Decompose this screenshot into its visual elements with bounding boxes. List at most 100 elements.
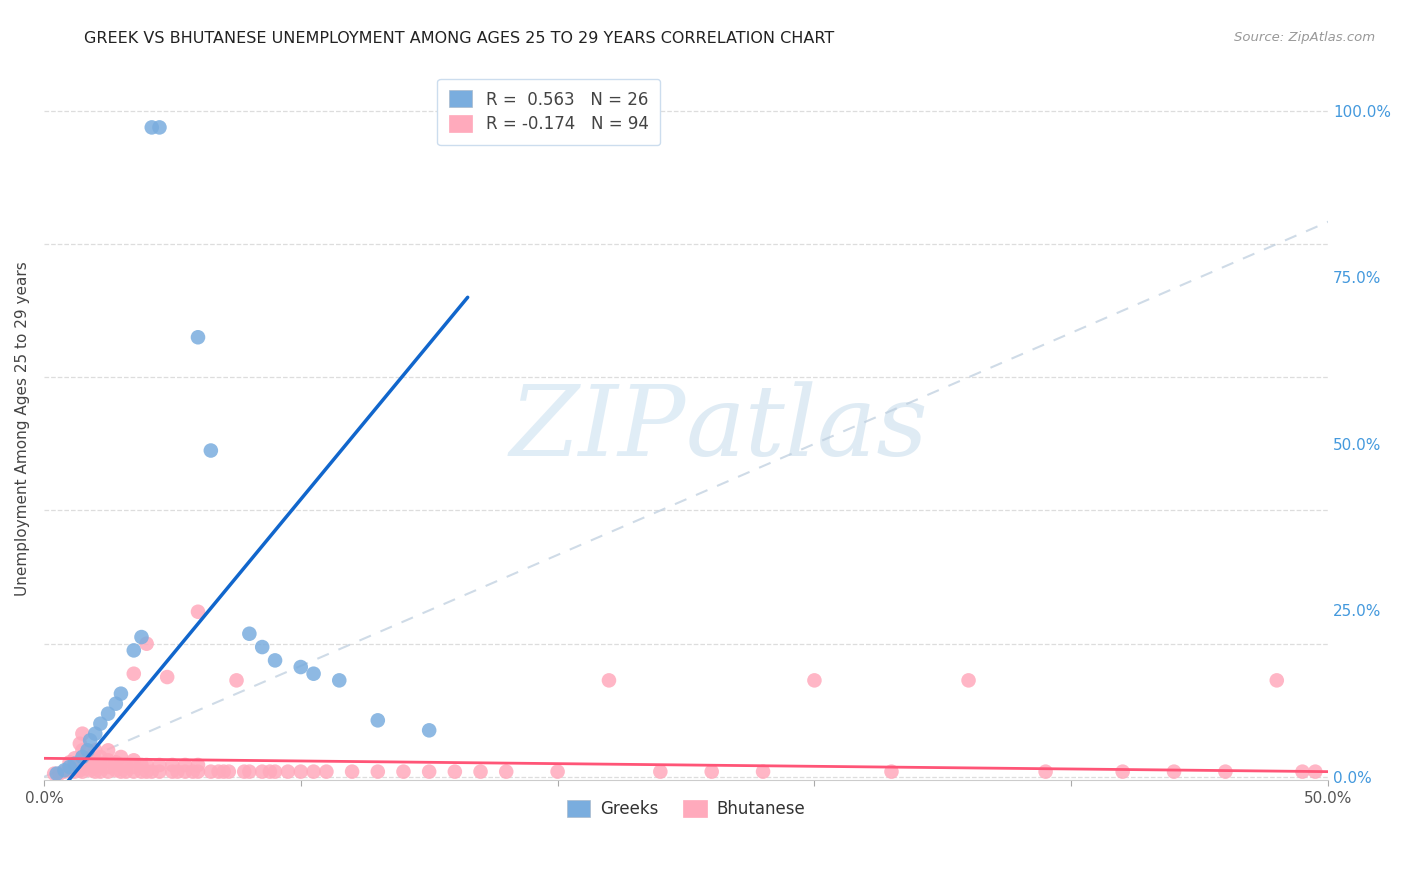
Point xyxy=(135,764,157,779)
Point xyxy=(752,764,775,779)
Point xyxy=(69,764,91,778)
Point xyxy=(131,630,153,644)
Point xyxy=(315,764,337,779)
Point xyxy=(63,751,86,765)
Point xyxy=(340,764,363,779)
Point xyxy=(104,756,127,770)
Text: Source: ZipAtlas.com: Source: ZipAtlas.com xyxy=(1234,31,1375,45)
Point xyxy=(700,764,723,779)
Point xyxy=(1035,764,1057,779)
Point xyxy=(58,756,80,770)
Point xyxy=(200,764,222,779)
Point xyxy=(392,764,415,779)
Point xyxy=(131,764,153,779)
Point xyxy=(1163,764,1185,779)
Point xyxy=(122,764,145,779)
Point xyxy=(79,750,101,764)
Point xyxy=(495,764,517,779)
Point xyxy=(72,743,94,757)
Point xyxy=(76,743,98,757)
Point xyxy=(69,758,91,772)
Point xyxy=(212,764,235,779)
Point xyxy=(122,760,145,774)
Point xyxy=(97,743,120,757)
Point xyxy=(957,673,980,688)
Point xyxy=(148,764,170,779)
Point xyxy=(69,737,91,751)
Point xyxy=(187,764,209,779)
Point xyxy=(162,764,184,779)
Point xyxy=(89,716,111,731)
Point xyxy=(115,764,138,779)
Point xyxy=(115,758,138,772)
Point xyxy=(200,443,222,458)
Point xyxy=(218,764,240,779)
Point xyxy=(148,758,170,772)
Point xyxy=(122,753,145,767)
Point xyxy=(72,750,94,764)
Y-axis label: Unemployment Among Ages 25 to 29 years: Unemployment Among Ages 25 to 29 years xyxy=(15,261,30,596)
Point xyxy=(162,758,184,772)
Point xyxy=(110,687,132,701)
Point xyxy=(63,764,86,779)
Text: atlas: atlas xyxy=(686,381,929,476)
Point xyxy=(89,750,111,764)
Point xyxy=(470,764,492,779)
Point xyxy=(250,640,273,654)
Point xyxy=(444,764,467,779)
Point xyxy=(238,626,260,640)
Point xyxy=(84,753,107,767)
Point xyxy=(547,764,569,779)
Point xyxy=(97,760,120,774)
Point xyxy=(79,764,101,778)
Point xyxy=(156,670,179,684)
Point xyxy=(58,760,80,774)
Point xyxy=(174,758,197,772)
Point xyxy=(84,760,107,774)
Point xyxy=(187,605,209,619)
Point xyxy=(141,120,163,135)
Point xyxy=(233,764,256,779)
Point xyxy=(97,764,120,779)
Text: GREEK VS BHUTANESE UNEMPLOYMENT AMONG AGES 25 TO 29 YEARS CORRELATION CHART: GREEK VS BHUTANESE UNEMPLOYMENT AMONG AG… xyxy=(84,31,835,46)
Point xyxy=(72,760,94,774)
Point xyxy=(135,758,157,772)
Point xyxy=(1111,764,1133,779)
Point xyxy=(238,764,260,779)
Point xyxy=(104,697,127,711)
Point xyxy=(89,758,111,772)
Point xyxy=(264,653,287,667)
Point xyxy=(122,666,145,681)
Point xyxy=(58,764,80,778)
Point xyxy=(166,764,188,779)
Text: ZIP: ZIP xyxy=(510,381,686,476)
Point xyxy=(418,723,440,738)
Point xyxy=(72,726,94,740)
Point xyxy=(367,714,389,728)
Point xyxy=(135,637,157,651)
Point xyxy=(110,764,132,779)
Point xyxy=(44,766,66,780)
Point xyxy=(803,673,825,688)
Point xyxy=(418,764,440,779)
Point xyxy=(259,764,281,779)
Point xyxy=(131,758,153,772)
Point xyxy=(148,120,170,135)
Point xyxy=(187,330,209,344)
Point xyxy=(225,673,247,688)
Point xyxy=(110,758,132,772)
Point xyxy=(302,764,325,779)
Point xyxy=(97,706,120,721)
Point xyxy=(250,764,273,779)
Point xyxy=(187,758,209,772)
Point xyxy=(48,766,70,780)
Point xyxy=(1215,764,1237,779)
Point xyxy=(1265,673,1288,688)
Point xyxy=(328,673,350,688)
Point xyxy=(63,756,86,771)
Point xyxy=(89,764,111,779)
Point xyxy=(79,733,101,747)
Point xyxy=(174,764,197,779)
Point xyxy=(290,764,312,779)
Point xyxy=(302,666,325,681)
